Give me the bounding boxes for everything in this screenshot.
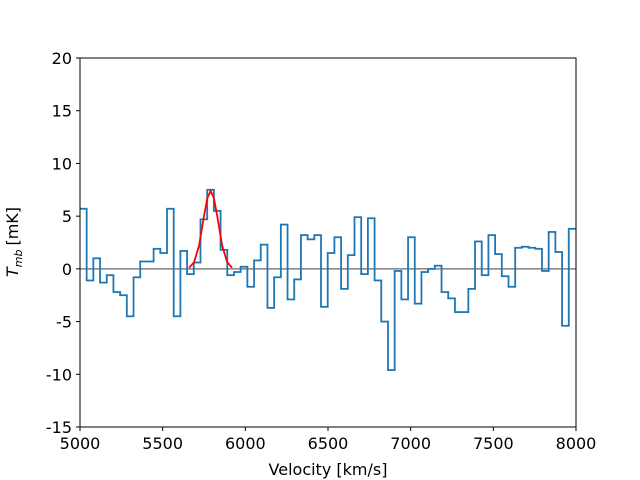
y-tick-label: 0 <box>62 260 72 279</box>
x-axis-label: Velocity [km/s] <box>269 460 388 479</box>
y-tick-label: 15 <box>52 102 72 121</box>
y-tick-label: -5 <box>56 313 72 332</box>
y-axis-label: Tmb [mK] <box>3 207 25 277</box>
x-tick-label: 5500 <box>142 434 183 453</box>
y-tick-label: -15 <box>46 418 72 437</box>
x-tick-label: 7000 <box>390 434 431 453</box>
x-tick-label: 6000 <box>225 434 266 453</box>
plot-area <box>80 188 576 371</box>
fit-line <box>188 188 233 269</box>
y-label-unit: [mK] <box>3 207 22 246</box>
x-tick-label: 7500 <box>473 434 514 453</box>
y-label-symbol: T <box>3 266 22 277</box>
y-tick-label: 5 <box>62 207 72 226</box>
y-label-subscript: mb <box>12 250 25 268</box>
y-tick-label: 20 <box>52 49 72 68</box>
x-tick-label: 5000 <box>60 434 101 453</box>
x-tick-label: 8000 <box>556 434 597 453</box>
x-tick-label: 6500 <box>308 434 349 453</box>
y-tick-label: 10 <box>52 154 72 173</box>
y-tick-label: -10 <box>46 365 72 384</box>
